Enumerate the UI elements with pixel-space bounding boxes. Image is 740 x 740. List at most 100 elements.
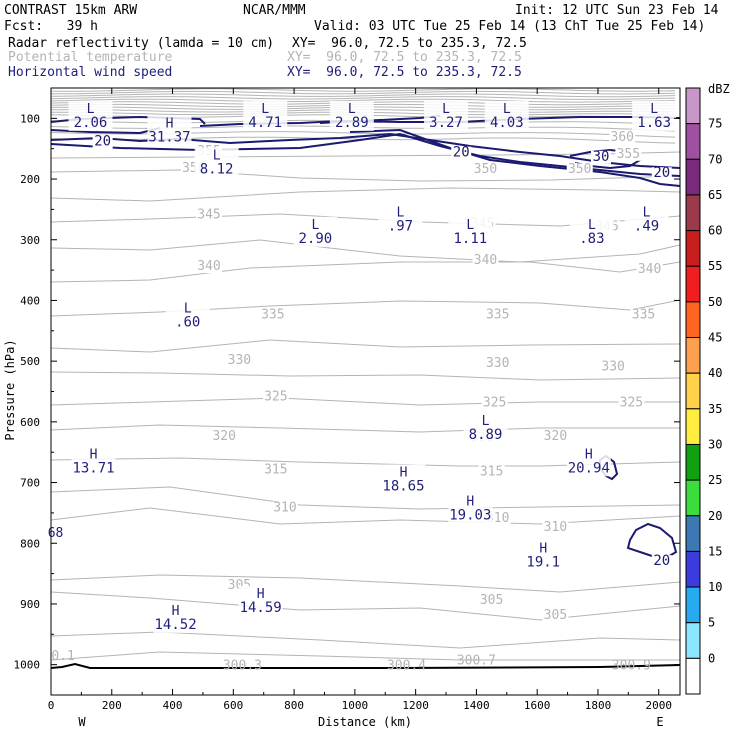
theta-label: 335 <box>486 308 509 323</box>
field1-name: Radar reflectivity (lamda = 10 cm) <box>8 36 275 51</box>
theta-label: 315 <box>480 464 503 479</box>
theta-label-bg <box>196 260 223 274</box>
extremum-marker: L <box>261 102 269 117</box>
theta-line <box>51 90 676 95</box>
terrain-line <box>50 662 681 669</box>
extremum-value: 14.59 <box>240 600 282 616</box>
extremum-marker: L <box>348 102 356 117</box>
theta-surface-label: 300.3 <box>223 659 262 674</box>
wind-label-bg <box>451 146 472 160</box>
extremum-value: 8.12 <box>200 162 234 178</box>
extremum-marker: L <box>397 206 405 221</box>
contour-labels: 3603553553503503503453453453403403403353… <box>48 100 677 674</box>
theta-label: 350 <box>474 162 497 177</box>
theta-line <box>50 486 681 510</box>
theta-line <box>50 239 681 263</box>
colorbar-level-label: 5 <box>708 616 715 630</box>
colorbar-level-label: 45 <box>708 331 722 345</box>
theta-label-bg <box>636 263 663 277</box>
extremum-marker: L <box>311 218 319 233</box>
theta-label: 320 <box>544 429 567 444</box>
theta-line <box>50 651 680 661</box>
x-tick-label: 1200 <box>402 699 429 712</box>
colorbar-level-label: 20 <box>708 509 722 523</box>
extremum-bg <box>238 585 283 616</box>
extremum-bg <box>147 115 192 146</box>
x-axis-label: Distance (km) <box>318 715 412 729</box>
extremum-bg <box>378 204 423 235</box>
theta-label-bg <box>478 465 505 479</box>
colorbar-swatch <box>685 550 701 588</box>
theta-label-bg <box>566 162 593 176</box>
theta-label-bg <box>259 308 286 322</box>
extremum-bg <box>243 100 288 131</box>
field2-name: Potential temperature <box>8 50 173 65</box>
extremum-bg <box>521 540 566 571</box>
theta-label: 335 <box>261 308 284 323</box>
theta-label: 330 <box>228 353 251 368</box>
extremum-bg <box>448 216 493 247</box>
theta-label: 315 <box>264 462 287 477</box>
extremum-marker: L <box>442 102 450 117</box>
forecast-hour: Fcst: 39 h <box>4 19 98 34</box>
colorbar-level-label: 40 <box>708 366 722 380</box>
theta-label-bg <box>618 396 645 410</box>
wind-label-bg <box>651 555 672 569</box>
theta-label: 340 <box>638 262 661 277</box>
extremum-marker: L <box>213 149 221 164</box>
extremum-bg <box>624 204 669 235</box>
theta-label-bg <box>226 354 253 368</box>
colorbar-swatch <box>685 301 701 339</box>
theta-line <box>50 574 681 593</box>
theta-line <box>50 151 681 159</box>
extremum-value: 68 <box>48 526 64 541</box>
extremum-value: .49 <box>634 219 659 235</box>
x-tick-label: 400 <box>163 699 183 712</box>
colorbar-level-label: 0 <box>708 651 715 665</box>
colorbar-swatch <box>685 372 701 410</box>
wind-contour-label: 30 <box>593 149 610 165</box>
extremum-value: .60 <box>175 315 200 331</box>
colorbar-level-label: 10 <box>708 580 722 594</box>
extremum-bg <box>463 412 508 443</box>
colorbar-swatch <box>685 230 701 267</box>
field3-xy: XY= 96.0, 72.5 to 235.3, 72.5 <box>287 65 522 80</box>
extremum-marker: H <box>166 116 174 131</box>
theta-line <box>50 591 681 621</box>
extremum-value: 31.37 <box>148 129 190 145</box>
y-axis-label: Pressure (hPa) <box>3 339 17 440</box>
extremum-marker: H <box>172 604 180 619</box>
colorbar-level-label: 35 <box>708 402 722 416</box>
colorbar-level-label: 55 <box>708 259 722 273</box>
theta-surface-label: 300.9 <box>612 659 651 674</box>
theta-line <box>50 339 681 353</box>
theta-line <box>50 457 681 467</box>
colorbar-swatch <box>685 265 701 303</box>
theta-label: 305 <box>480 593 503 608</box>
extremum-bg <box>632 100 677 131</box>
extremum-value: 13.71 <box>72 460 114 476</box>
extremum-marker: L <box>87 102 95 117</box>
theta-label-bg <box>615 147 642 161</box>
init-time: Init: 12 UTC Sun 23 Feb 14 <box>515 3 719 18</box>
theta-surface-label: 300.4 <box>387 659 426 674</box>
theta-label: 335 <box>632 308 655 323</box>
extremum-bg <box>569 216 614 247</box>
theta-label-bg <box>484 357 511 371</box>
theta-line <box>51 93 676 98</box>
theta-label: 320 <box>212 429 235 444</box>
colorbar-level-label: 15 <box>708 544 722 558</box>
theta-line <box>50 397 680 406</box>
colorbar-level-label: 75 <box>708 117 722 131</box>
extremum-marker: L <box>588 218 596 233</box>
y-tick-label: 600 <box>20 416 40 429</box>
wind-label-bg <box>590 150 611 164</box>
wind-contour-label: 20 <box>94 134 111 150</box>
wind-label-bg <box>651 167 672 181</box>
x-tick-label: 800 <box>284 699 304 712</box>
extremum-value: 4.03 <box>490 115 524 131</box>
colorbar-swatch <box>685 87 701 125</box>
theta-surface-label: 300.7 <box>457 654 496 669</box>
theta-line <box>50 507 681 525</box>
